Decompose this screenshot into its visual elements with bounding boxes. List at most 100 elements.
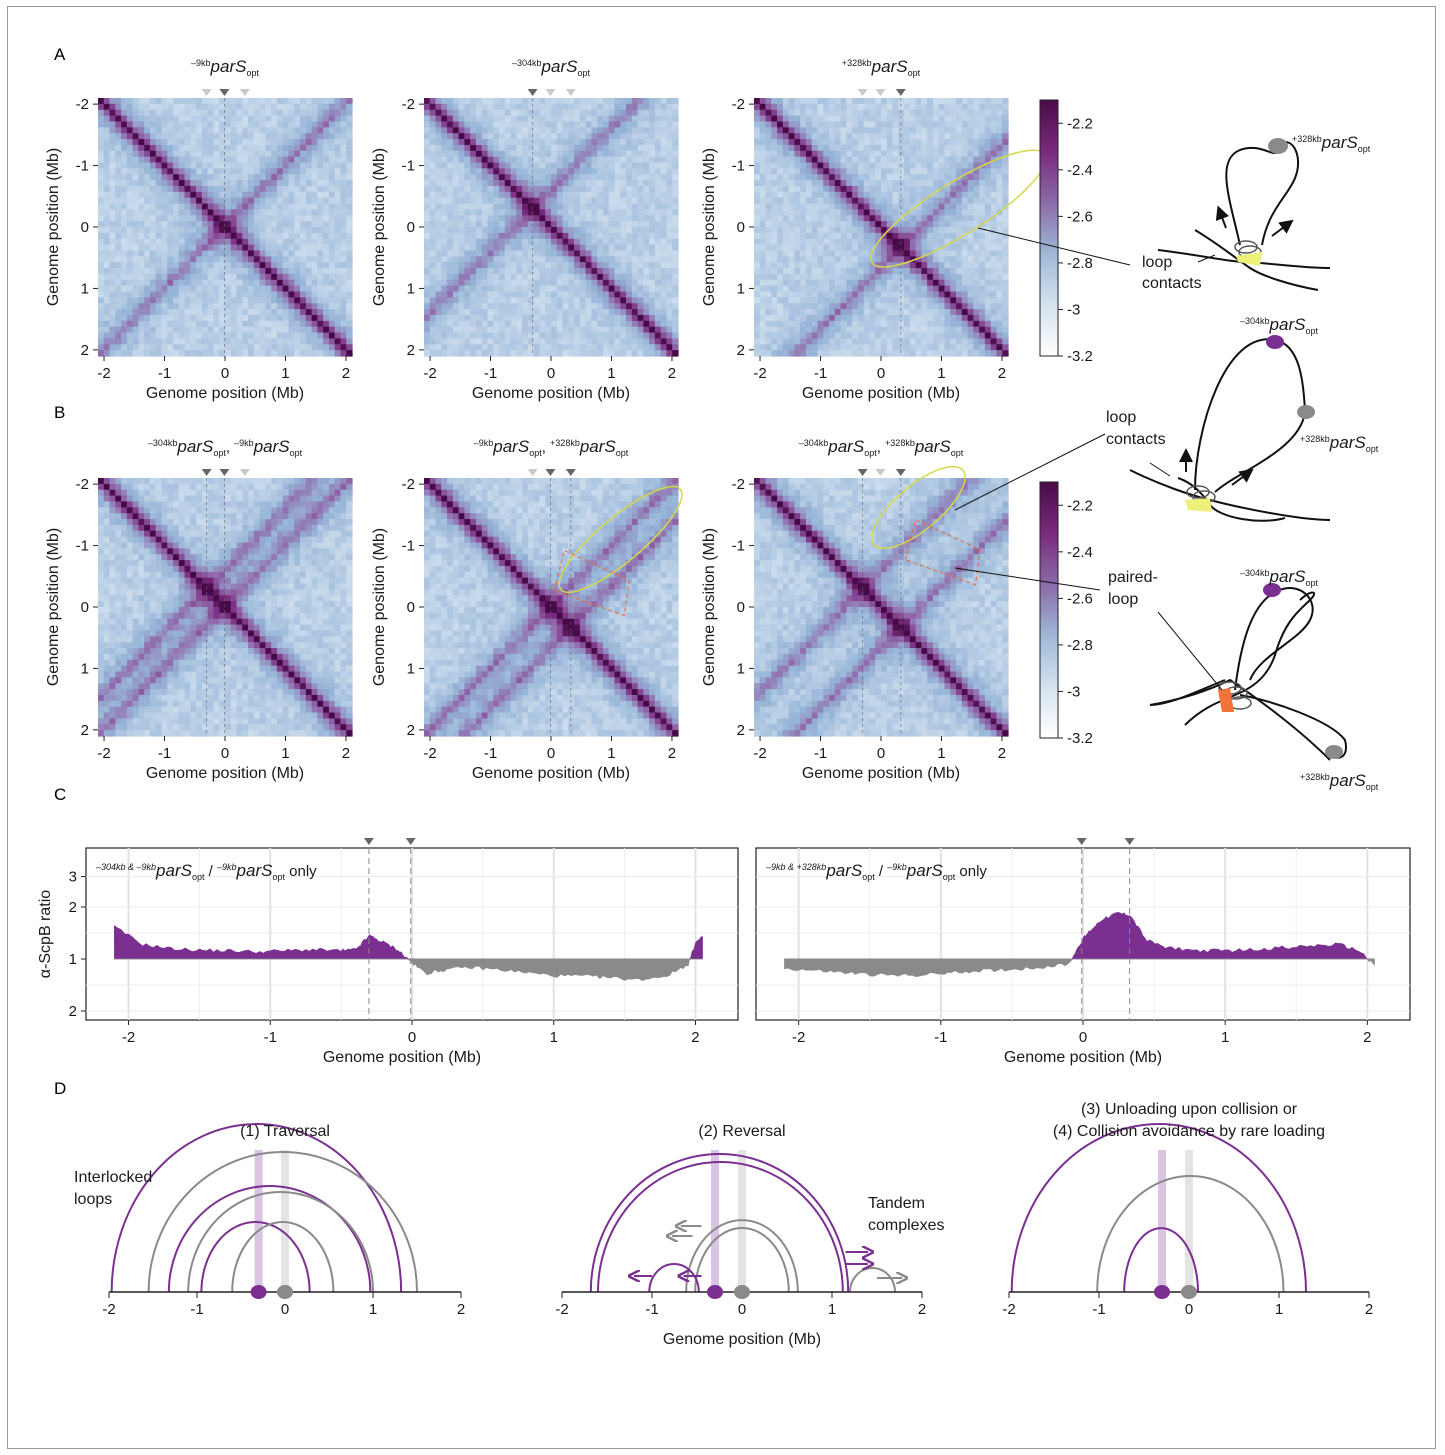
heatmap-cell [504, 103, 512, 111]
heatmap-cell [184, 309, 191, 316]
heatmap-cell [788, 297, 796, 304]
heatmap-cell [522, 185, 529, 193]
heatmap-cell [167, 115, 174, 123]
heatmap-cell [754, 297, 761, 304]
heatmap-cell [109, 109, 116, 117]
heatmap-cell [777, 150, 784, 158]
heatmap-cell [527, 209, 535, 216]
heatmap-cell [522, 133, 529, 140]
heatmap-cell [248, 203, 255, 211]
heatmap-cell [161, 273, 168, 281]
heatmap-cell [597, 156, 604, 164]
heatmap-cell [788, 332, 796, 340]
heatmap-cell [504, 262, 512, 269]
heatmap-cell [840, 332, 847, 340]
heatmap-cell [510, 98, 517, 105]
heatmap-cell [608, 297, 616, 304]
heatmap-cell [817, 297, 824, 304]
heatmap-cell [568, 133, 575, 140]
heatmap-cell [585, 332, 593, 340]
heatmap-cell [265, 350, 272, 357]
heatmap-cell [424, 332, 431, 340]
heatmap-cell [481, 144, 489, 152]
heatmap-cell [643, 303, 650, 310]
heatmap-cell [138, 191, 145, 199]
heatmap-cell [631, 291, 639, 298]
heatmap-cell [173, 326, 180, 334]
heatmap-cell [487, 133, 494, 140]
heatmap-cell [173, 244, 180, 252]
heatmap-cell [881, 297, 888, 304]
heatmap-cell [201, 185, 209, 193]
heatmap-cell [857, 174, 865, 181]
heatmap-cell [334, 244, 342, 252]
heatmap-cell [178, 168, 186, 175]
heatmap-cell [892, 150, 899, 158]
heatmap-cell [823, 279, 830, 287]
heatmap-cell [620, 309, 627, 316]
heatmap-cell [447, 291, 454, 298]
heatmap-cell [276, 273, 284, 281]
heatmap-cell [852, 285, 859, 293]
heatmap-cell [155, 150, 163, 158]
heatmap-cell [470, 221, 477, 228]
heatmap-cell [556, 191, 564, 199]
heatmap-cell [429, 227, 437, 234]
heatmap-cell [551, 121, 558, 128]
heatmap-cell [875, 191, 882, 199]
heatmap-cell [121, 297, 128, 304]
heatmap-cell [817, 350, 824, 357]
heatmap-cell [236, 297, 243, 304]
heatmap-cell [533, 309, 541, 316]
heatmap-cell [591, 256, 598, 263]
heatmap-cell [201, 103, 209, 111]
heatmap-cell [562, 197, 569, 205]
heatmap-cell [230, 121, 238, 128]
heatmap-cell [452, 221, 460, 228]
heatmap-cell [144, 127, 151, 134]
heatmap-cell [126, 262, 134, 269]
heatmap-cell [846, 203, 853, 211]
heatmap-cell [765, 103, 772, 111]
heatmap-cell [311, 297, 318, 304]
heatmap-cell [886, 109, 894, 117]
heatmap-cell [597, 291, 604, 298]
heatmap-cell [334, 133, 342, 140]
heatmap-cell [144, 314, 151, 322]
heatmap-cell [144, 332, 151, 340]
heatmap-cell [863, 227, 871, 234]
heatmap-cell [132, 232, 140, 240]
heatmap-cell [660, 133, 668, 140]
heatmap-cell [328, 121, 336, 128]
heatmap-cell [754, 109, 761, 117]
heatmap-cell [253, 227, 261, 234]
heatmap-cell [429, 256, 437, 263]
heatmap-cell [481, 320, 489, 328]
heatmap-cell [305, 232, 313, 240]
heatmap-cell [207, 144, 215, 152]
heatmap-cell [109, 350, 116, 357]
heatmap-cell [777, 209, 784, 216]
heatmap-cell [499, 314, 506, 322]
heatmap-cell [881, 238, 888, 246]
heatmap-cell [551, 344, 558, 351]
heatmap-cell [190, 127, 197, 134]
heatmap-cell [219, 203, 226, 211]
heatmap-cell [447, 180, 454, 187]
heatmap-cell [207, 291, 215, 298]
heatmap-cell [323, 238, 330, 246]
heatmap-cell [126, 174, 134, 181]
heatmap-cell [643, 279, 650, 287]
heatmap-cell [481, 168, 489, 175]
heatmap-cell [132, 144, 140, 152]
heatmap-cell [846, 185, 853, 193]
heatmap-cell [481, 221, 489, 228]
heatmap-cell [829, 326, 836, 334]
heatmap-cell [834, 238, 842, 246]
heatmap-cell [282, 350, 290, 357]
heatmap-cell [225, 309, 232, 316]
heatmap-cell [533, 115, 541, 123]
heatmap-cell [597, 103, 604, 111]
heatmap-cell [149, 144, 157, 152]
heatmap-cell [219, 150, 226, 158]
